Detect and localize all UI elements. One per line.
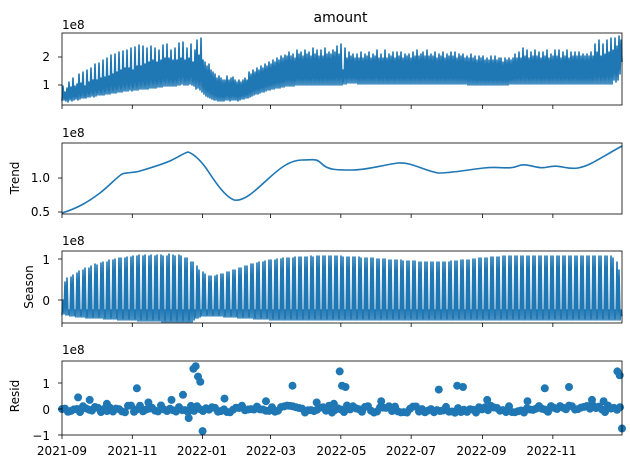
- resid-point: [74, 393, 83, 402]
- resid-point: [179, 390, 187, 399]
- resid-point: [540, 384, 549, 393]
- y-tick-label: −1: [32, 429, 50, 443]
- x-tick-label: 2022-11: [526, 444, 576, 458]
- offset-label: 1e8: [62, 126, 85, 140]
- resid-point: [121, 408, 129, 417]
- resid-point: [588, 395, 596, 404]
- resid-point: [127, 401, 135, 410]
- resid-point: [144, 398, 153, 407]
- resid-point: [184, 414, 193, 423]
- resid-point: [377, 397, 386, 406]
- resid-point: [262, 397, 270, 406]
- resid-point: [565, 383, 573, 391]
- resid-point: [198, 427, 207, 436]
- axes-frame: [61, 142, 623, 215]
- offset-label: 1e8: [62, 343, 85, 357]
- panel-season: 1e8 1 0 Season: [22, 234, 623, 324]
- x-ticks: [58, 56, 554, 439]
- offset-label: 1e8: [62, 234, 85, 248]
- resid-point: [132, 384, 141, 393]
- resid-point: [483, 395, 492, 404]
- resid-point: [288, 381, 297, 390]
- resid-point: [335, 367, 344, 376]
- panel-resid: 1e8 1 0 −1 Resid: [8, 343, 626, 443]
- resid-point: [196, 377, 205, 386]
- x-tick-label: 2022-03: [246, 444, 296, 458]
- resid-point: [615, 371, 624, 380]
- resid-point: [434, 385, 443, 394]
- x-tick-label: 2022-07: [386, 444, 436, 458]
- offset-label: 1e8: [62, 18, 85, 32]
- y-tick-label: 2: [42, 50, 50, 64]
- resid-point: [616, 403, 624, 412]
- resid-point: [329, 399, 338, 408]
- resid-point: [599, 397, 608, 406]
- resid-point: [312, 398, 321, 407]
- y-axis-label: Trend: [8, 162, 22, 196]
- panel-trend: 1e8 1.0 0.5 Trend: [8, 126, 623, 219]
- series-line: [61, 35, 623, 103]
- x-tick-label: 2021-09: [37, 444, 87, 458]
- y-tick-label: 1: [42, 253, 50, 267]
- resid-point: [184, 408, 192, 417]
- resid-point: [459, 383, 467, 391]
- resid-point: [85, 395, 94, 404]
- y-tick-label: 1: [42, 78, 50, 92]
- resid-point: [220, 394, 229, 403]
- x-tick-label: 2022-01: [177, 444, 227, 458]
- x-tick-label: 2021-11: [107, 444, 157, 458]
- resid-point: [102, 399, 111, 408]
- resid-points: [58, 362, 626, 436]
- resid-point: [341, 383, 350, 391]
- y-axis-label: Season: [22, 265, 36, 309]
- resid-point: [340, 408, 348, 416]
- axes-frame: [61, 32, 623, 106]
- series-line: [61, 145, 623, 214]
- axes-frame: [61, 250, 623, 324]
- x-tick-label: 2022-09: [456, 444, 506, 458]
- x-tick-labels: 2021-09 2021-11 2022-01 2022-03 2022-05 …: [37, 444, 577, 458]
- y-tick-label: 0.5: [31, 205, 50, 219]
- x-tick-label: 2022-05: [316, 444, 366, 458]
- resid-point: [191, 362, 200, 371]
- series-line: [61, 253, 623, 323]
- y-axis-label: Resid: [8, 380, 22, 412]
- y-tick-label: 0: [42, 294, 50, 308]
- y-tick-label: 1.0: [31, 171, 50, 185]
- panel-amount: amount 1e8 2 1: [42, 10, 623, 106]
- resid-point: [167, 395, 176, 404]
- y-tick-label: 1: [42, 377, 50, 391]
- resid-point: [601, 408, 609, 417]
- resid-point: [523, 397, 532, 406]
- panel-title: amount: [313, 10, 368, 26]
- axes-frame: [61, 360, 623, 436]
- y-tick-label: 0: [42, 403, 50, 417]
